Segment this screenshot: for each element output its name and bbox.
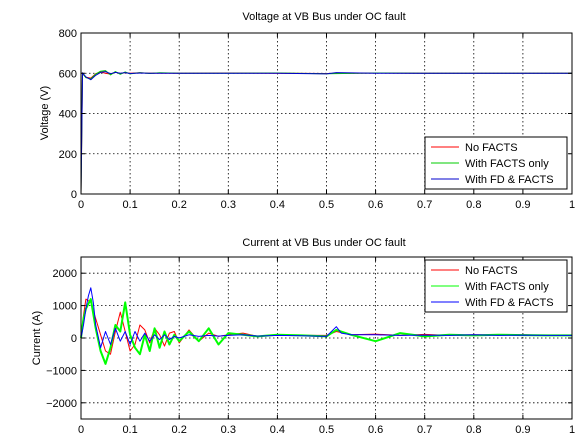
chart-1-y-tick-label: 400 — [59, 109, 77, 121]
chart-1-x-tick-label: 0.2 — [172, 199, 187, 211]
chart-2-x-tick-label: 0.8 — [466, 424, 481, 436]
chart-1-legend-label: No FACTS — [465, 142, 518, 154]
chart-2-legend-label: With FACTS only — [465, 281, 549, 293]
chart-2-ylabel: Current (A) — [31, 311, 43, 365]
chart-2-series-line-3 — [80, 287, 572, 349]
chart-1-ylabel: Voltage (V) — [39, 86, 51, 140]
voltage-chart: 0 0.1 0.2 0.3 0.4 0.5 0.6 0.7 0.8 0.9 1 0 200 400 600 8… — [59, 28, 575, 211]
chart-2-x-tick-label: 0.5 — [319, 424, 334, 436]
chart-2-y-tick-label: 2000 — [53, 268, 77, 280]
chart-1-legend-label: With FACTS only — [465, 158, 549, 170]
chart-2-legend-label: With FD & FACTS — [465, 297, 554, 309]
chart-1-x-tick-label: 1 — [569, 199, 575, 211]
chart-1-x-tick-label: 0.5 — [319, 199, 334, 211]
chart-2-x-tick-label: 0 — [78, 424, 84, 436]
chart-1-y-tick-label: 0 — [71, 189, 77, 201]
chart-2-x-tick-label: 0.3 — [221, 424, 236, 436]
chart-2-x-tick-label: 1 — [569, 424, 575, 436]
chart-2-x-tick-label: 0.9 — [515, 424, 530, 436]
chart-1-x-tick-label: 0.3 — [221, 199, 236, 211]
chart-2-title: Current at VB Bus under OC fault — [242, 237, 405, 249]
chart-1-x-tick-label: 0.4 — [270, 199, 285, 211]
chart-1-series-line-3 — [80, 71, 572, 195]
chart-2-x-tick-label: 0.1 — [122, 424, 137, 436]
chart-1-x-tick-label: 0.1 — [122, 199, 137, 211]
current-chart: 0 0.1 0.2 0.3 0.4 0.5 0.6 0.7 0.8 0.9 1 −2000 −1000 0… — [46, 256, 575, 436]
chart-2-y-tick-label: 0 — [71, 333, 77, 345]
chart-2-series-line-2 — [80, 298, 572, 365]
chart-2-y-tick-label: 1000 — [53, 301, 77, 313]
chart-1-x-tick-label: 0.9 — [515, 199, 530, 211]
chart-1-x-tick-label: 0.7 — [417, 199, 432, 211]
chart-2-legend-label: No FACTS — [465, 265, 518, 277]
chart-1-legend-label: With FD & FACTS — [465, 174, 554, 186]
chart-1-x-tick-label: 0 — [78, 199, 84, 211]
chart-2-x-tick-label: 0.7 — [417, 424, 432, 436]
chart-2-y-tick-label: −2000 — [46, 398, 77, 410]
chart-1-x-tick-label: 0.6 — [368, 199, 383, 211]
chart-1-y-tick-label: 600 — [59, 68, 77, 80]
chart-1-title: Voltage at VB Bus under OC fault — [242, 11, 405, 23]
chart-1-x-tick-label: 0.8 — [466, 199, 481, 211]
chart-2-x-tick-label: 0.6 — [368, 424, 383, 436]
chart-2-x-tick-label: 0.4 — [270, 424, 285, 436]
chart-2-x-tick-label: 0.2 — [172, 424, 187, 436]
chart-2-y-tick-label: −1000 — [46, 365, 77, 377]
chart-1-y-tick-label: 800 — [59, 28, 77, 40]
chart-1-y-tick-label: 200 — [59, 149, 77, 161]
